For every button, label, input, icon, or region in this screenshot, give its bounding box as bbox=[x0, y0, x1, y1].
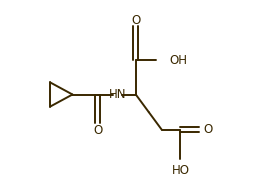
Text: O: O bbox=[131, 14, 140, 27]
Text: HN: HN bbox=[109, 88, 126, 101]
Text: O: O bbox=[204, 123, 213, 136]
Text: O: O bbox=[93, 124, 102, 137]
Text: OH: OH bbox=[169, 53, 187, 67]
Text: HO: HO bbox=[172, 164, 189, 177]
